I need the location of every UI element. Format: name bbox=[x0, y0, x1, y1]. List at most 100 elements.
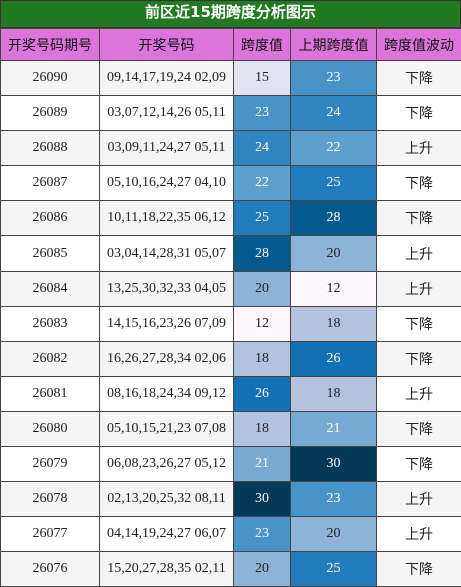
table-cell: 26076 bbox=[0, 551, 100, 587]
table-cell: 23 bbox=[233, 516, 291, 553]
table-cell: 28 bbox=[233, 235, 291, 272]
table-cell: 26081 bbox=[0, 375, 100, 412]
column-header: 开奖号码期号 bbox=[0, 28, 100, 61]
table-cell: 26084 bbox=[0, 270, 100, 307]
table-row: 26085 03,04,14,28,31 05,07 28 20 上升 bbox=[0, 235, 461, 272]
table-cell: 26 bbox=[233, 375, 291, 412]
table-cell: 15,20,27,28,35 02,11 bbox=[99, 551, 234, 587]
table-cell: 26083 bbox=[0, 305, 100, 342]
table-row: 26080 05,10,15,21,23 07,08 18 21 下降 bbox=[0, 410, 461, 448]
table-cell: 25 bbox=[290, 165, 377, 202]
table-cell: 15 bbox=[233, 59, 291, 97]
table-cell: 上升 bbox=[376, 516, 461, 553]
table-cell: 22 bbox=[233, 165, 291, 202]
table-row: 26084 13,25,30,32,33 04,05 20 12 上升 bbox=[0, 270, 461, 307]
table-cell: 21 bbox=[290, 410, 377, 448]
table-cell: 26086 bbox=[0, 200, 100, 237]
table-row: 26090 09,14,17,19,24 02,09 15 23 下降 bbox=[0, 59, 461, 97]
table-cell: 04,14,19,24,27 06,07 bbox=[99, 516, 234, 553]
table-cell: 08,16,18,24,34 09,12 bbox=[99, 375, 234, 412]
table-row: 26079 06,08,23,26,27 05,12 21 30 下降 bbox=[0, 446, 461, 483]
table-row: 26083 14,15,16,23,26 07,09 12 18 下降 bbox=[0, 305, 461, 342]
table-cell: 25 bbox=[290, 551, 377, 587]
table-cell: 25 bbox=[233, 200, 291, 237]
table-cell: 20 bbox=[290, 516, 377, 553]
column-header: 跨度值波动 bbox=[376, 28, 461, 61]
table-cell: 26087 bbox=[0, 165, 100, 202]
table-cell: 下降 bbox=[376, 165, 461, 202]
table-cell: 23 bbox=[290, 481, 377, 518]
table-cell: 30 bbox=[233, 481, 291, 518]
table-cell: 06,08,23,26,27 05,12 bbox=[99, 446, 234, 483]
table-cell: 30 bbox=[290, 446, 377, 483]
table-cell: 12 bbox=[233, 305, 291, 342]
table-cell: 24 bbox=[290, 95, 377, 132]
table-cell: 13,25,30,32,33 04,05 bbox=[99, 270, 234, 307]
column-header: 开奖号码 bbox=[99, 28, 234, 61]
table-row: 26076 15,20,27,28,35 02,11 20 25 下降 bbox=[0, 551, 461, 587]
table-cell: 26082 bbox=[0, 340, 100, 377]
table-row: 26089 03,07,12,14,26 05,11 23 24 下降 bbox=[0, 95, 461, 132]
table-row: 26078 02,13,20,25,32 08,11 30 23 上升 bbox=[0, 481, 461, 518]
table-cell: 24 bbox=[233, 130, 291, 167]
table-cell: 26088 bbox=[0, 130, 100, 167]
table-cell: 28 bbox=[290, 200, 377, 237]
table-cell: 03,04,14,28,31 05,07 bbox=[99, 235, 234, 272]
table-cell: 上升 bbox=[376, 130, 461, 167]
table-cell: 09,14,17,19,24 02,09 bbox=[99, 59, 234, 97]
table-cell: 22 bbox=[290, 130, 377, 167]
table-cell: 26079 bbox=[0, 446, 100, 483]
table-cell: 20 bbox=[233, 270, 291, 307]
table-cell: 26078 bbox=[0, 481, 100, 518]
table-cell: 26 bbox=[290, 340, 377, 377]
table-cell: 上升 bbox=[376, 270, 461, 307]
table-cell: 03,07,12,14,26 05,11 bbox=[99, 95, 234, 132]
column-header: 跨度值 bbox=[233, 28, 291, 61]
table-row: 26081 08,16,18,24,34 09,12 26 18 上升 bbox=[0, 375, 461, 412]
table-cell: 下降 bbox=[376, 200, 461, 237]
column-header: 上期跨度值 bbox=[290, 28, 377, 61]
table-row: 26088 03,09,11,24,27 05,11 24 22 上升 bbox=[0, 130, 461, 167]
table-cell: 10,11,18,22,35 06,12 bbox=[99, 200, 234, 237]
table-cell: 18 bbox=[290, 375, 377, 412]
table-cell: 14,15,16,23,26 07,09 bbox=[99, 305, 234, 342]
title-bar: 前区近15期跨度分析图示 bbox=[0, 0, 461, 28]
table-cell: 12 bbox=[290, 270, 377, 307]
table-cell: 26077 bbox=[0, 516, 100, 553]
table-cell: 上升 bbox=[376, 375, 461, 412]
table-cell: 18 bbox=[233, 340, 291, 377]
table-cell: 20 bbox=[233, 551, 291, 587]
table-row: 26086 10,11,18,22,35 06,12 25 28 下降 bbox=[0, 200, 461, 237]
table-cell: 上升 bbox=[376, 481, 461, 518]
table-cell: 下降 bbox=[376, 410, 461, 448]
table-cell: 23 bbox=[233, 95, 291, 132]
table-cell: 26085 bbox=[0, 235, 100, 272]
table-cell: 26089 bbox=[0, 95, 100, 132]
table-cell: 21 bbox=[233, 446, 291, 483]
table-cell: 02,13,20,25,32 08,11 bbox=[99, 481, 234, 518]
table-cell: 下降 bbox=[376, 95, 461, 132]
table-cell: 下降 bbox=[376, 340, 461, 377]
table-cell: 23 bbox=[290, 59, 377, 97]
table-cell: 05,10,16,24,27 04,10 bbox=[99, 165, 234, 202]
table-row: 26087 05,10,16,24,27 04,10 22 25 下降 bbox=[0, 165, 461, 202]
table-cell: 18 bbox=[290, 305, 377, 342]
table-row: 26077 04,14,19,24,27 06,07 23 20 上升 bbox=[0, 516, 461, 553]
table-cell: 16,26,27,28,34 02,06 bbox=[99, 340, 234, 377]
table-cell: 26080 bbox=[0, 410, 100, 448]
table-cell: 26090 bbox=[0, 59, 100, 97]
table-body: 26090 09,14,17,19,24 02,09 15 23 下降 26089 03,0… bbox=[0, 59, 461, 587]
table-cell: 05,10,15,21,23 07,08 bbox=[99, 410, 234, 448]
table-row: 26082 16,26,27,28,34 02,06 18 26 下降 bbox=[0, 340, 461, 377]
table-cell: 下降 bbox=[376, 305, 461, 342]
header-row: 开奖号码期号 开奖号码 跨度值 上期跨度值 跨度值波动 bbox=[0, 28, 461, 61]
table-cell: 下降 bbox=[376, 551, 461, 587]
table-cell: 上升 bbox=[376, 235, 461, 272]
table-cell: 下降 bbox=[376, 446, 461, 483]
table-cell: 03,09,11,24,27 05,11 bbox=[99, 130, 234, 167]
table-cell: 下降 bbox=[376, 59, 461, 97]
table: 开奖号码期号 开奖号码 跨度值 上期跨度值 跨度值波动 26090 09,14,17,19… bbox=[0, 28, 461, 587]
table-cell: 20 bbox=[290, 235, 377, 272]
table-cell: 18 bbox=[233, 410, 291, 448]
